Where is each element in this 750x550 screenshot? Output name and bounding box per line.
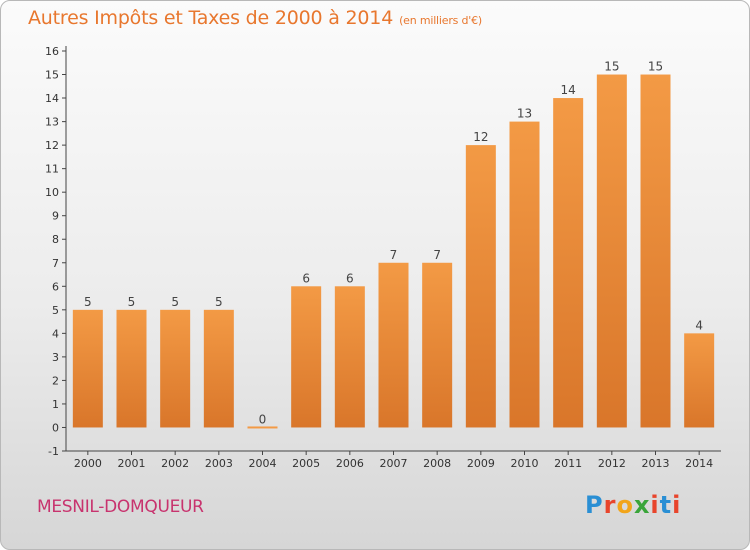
y-tick-label: 6 bbox=[52, 280, 59, 293]
x-tick-label: 2009 bbox=[467, 457, 495, 470]
proxiti-logo: Proxiti bbox=[585, 491, 681, 519]
y-tick-label: 5 bbox=[52, 304, 59, 317]
x-tick-label: 2007 bbox=[380, 457, 408, 470]
x-tick-label: 2003 bbox=[205, 457, 233, 470]
bar bbox=[116, 309, 147, 428]
data-label: 13 bbox=[517, 107, 532, 121]
data-label: 6 bbox=[346, 271, 354, 285]
y-tick-label: 10 bbox=[45, 186, 59, 199]
data-label: 6 bbox=[302, 271, 310, 285]
bar bbox=[378, 262, 409, 428]
x-tick-label: 2013 bbox=[642, 457, 670, 470]
data-label: 5 bbox=[84, 295, 92, 309]
data-label: 7 bbox=[390, 248, 398, 262]
x-tick-label: 2014 bbox=[685, 457, 713, 470]
x-tick-label: 2010 bbox=[511, 457, 539, 470]
y-tick-label: 15 bbox=[45, 69, 59, 82]
data-label: 7 bbox=[433, 248, 441, 262]
y-tick-label: 11 bbox=[45, 163, 59, 176]
logo-letter: x bbox=[633, 491, 651, 519]
data-label: 15 bbox=[648, 60, 663, 74]
bar bbox=[334, 286, 365, 428]
y-tick-label: 1 bbox=[52, 398, 59, 411]
y-tick-label: 0 bbox=[52, 421, 59, 434]
bar bbox=[291, 286, 322, 428]
chart-title-text: Autres Impôts et Taxes de 2000 à 2014 bbox=[28, 7, 394, 29]
y-tick-label: 7 bbox=[52, 257, 59, 270]
x-tick-label: 2000 bbox=[74, 457, 102, 470]
y-tick-label: 4 bbox=[52, 327, 59, 340]
data-label: 15 bbox=[604, 60, 619, 74]
y-tick-label: -1 bbox=[48, 445, 59, 458]
data-label: 5 bbox=[215, 295, 223, 309]
y-tick-label: 16 bbox=[45, 45, 59, 58]
data-label: 14 bbox=[561, 83, 576, 97]
logo-letter: r bbox=[603, 491, 617, 519]
x-tick-label: 2005 bbox=[292, 457, 320, 470]
bar bbox=[553, 98, 584, 428]
bar bbox=[596, 74, 627, 428]
data-label: 5 bbox=[128, 295, 136, 309]
logo-letter: t bbox=[659, 491, 673, 519]
data-label: 4 bbox=[695, 318, 703, 332]
logo-letter: i bbox=[672, 491, 682, 519]
logo-letter: P bbox=[585, 491, 604, 519]
x-tick-label: 2006 bbox=[336, 457, 364, 470]
x-tick-label: 2004 bbox=[249, 457, 277, 470]
x-tick-label: 2001 bbox=[118, 457, 146, 470]
bar bbox=[203, 309, 234, 428]
data-label: 12 bbox=[473, 130, 488, 144]
bar bbox=[422, 262, 453, 428]
bar bbox=[465, 145, 496, 428]
x-tick-label: 2012 bbox=[598, 457, 626, 470]
data-label: 0 bbox=[259, 412, 267, 426]
chart-subtitle: (en milliers d'€) bbox=[399, 14, 482, 27]
chart-title: Autres Impôts et Taxes de 2000 à 2014 (en… bbox=[28, 7, 482, 29]
y-tick-label: 12 bbox=[45, 139, 59, 152]
x-tick-label: 2008 bbox=[423, 457, 451, 470]
bar bbox=[684, 333, 715, 428]
y-tick-label: 14 bbox=[45, 92, 59, 105]
y-tick-label: 13 bbox=[45, 116, 59, 129]
y-tick-label: 2 bbox=[52, 374, 59, 387]
bar bbox=[247, 426, 278, 429]
y-tick-label: 8 bbox=[52, 233, 59, 246]
x-tick-label: 2002 bbox=[161, 457, 189, 470]
bar bbox=[72, 309, 103, 428]
data-label: 5 bbox=[171, 295, 179, 309]
commune-name: MESNIL-DOMQUEUR bbox=[37, 497, 204, 517]
bar bbox=[509, 121, 540, 428]
x-tick-label: 2011 bbox=[554, 457, 582, 470]
y-tick-label: 9 bbox=[52, 210, 59, 223]
logo-letter: i bbox=[650, 491, 660, 519]
y-tick-label: 3 bbox=[52, 351, 59, 364]
bar bbox=[640, 74, 671, 428]
logo-letter: o bbox=[616, 491, 634, 519]
bar bbox=[160, 309, 191, 428]
